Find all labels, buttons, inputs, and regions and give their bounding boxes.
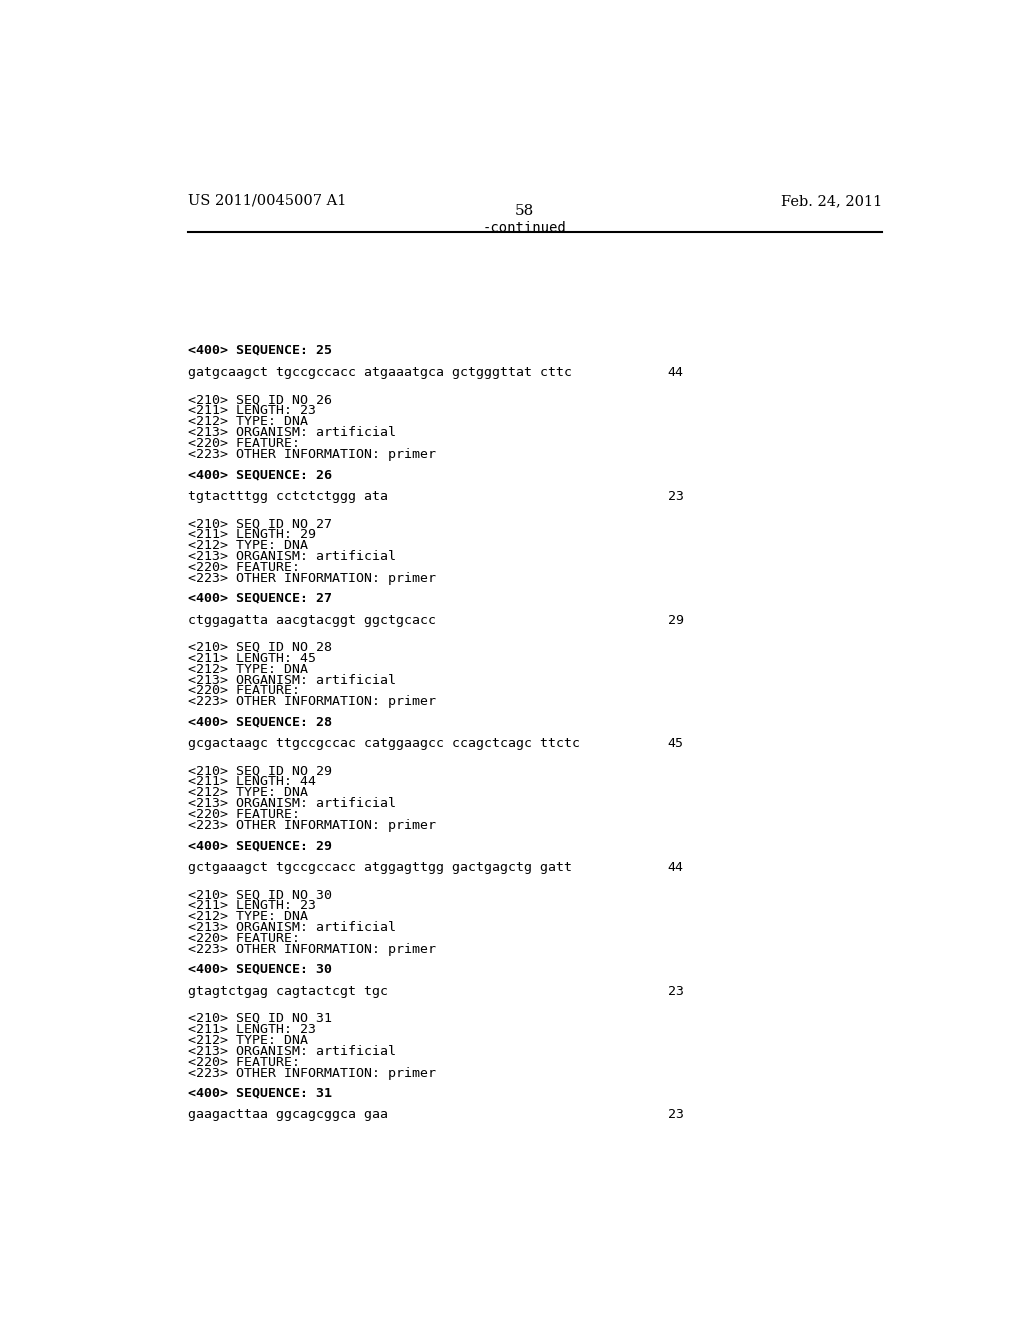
Text: <212> TYPE: DNA: <212> TYPE: DNA <box>187 787 307 800</box>
Text: ctggagatta aacgtacggt ggctgcacc: ctggagatta aacgtacggt ggctgcacc <box>187 614 435 627</box>
Text: <223> OTHER INFORMATION: primer: <223> OTHER INFORMATION: primer <box>187 942 435 956</box>
Text: gtagtctgag cagtactcgt tgc: gtagtctgag cagtactcgt tgc <box>187 985 387 998</box>
Text: <210> SEQ ID NO 31: <210> SEQ ID NO 31 <box>187 1012 332 1026</box>
Text: <220> FEATURE:: <220> FEATURE: <box>187 437 299 450</box>
Text: <212> TYPE: DNA: <212> TYPE: DNA <box>187 663 307 676</box>
Text: <211> LENGTH: 29: <211> LENGTH: 29 <box>187 528 315 541</box>
Text: 45: 45 <box>668 738 684 750</box>
Text: <400> SEQUENCE: 29: <400> SEQUENCE: 29 <box>187 840 332 853</box>
Text: gaagacttaa ggcagcggca gaa: gaagacttaa ggcagcggca gaa <box>187 1109 387 1122</box>
Text: <210> SEQ ID NO 30: <210> SEQ ID NO 30 <box>187 888 332 902</box>
Text: <400> SEQUENCE: 27: <400> SEQUENCE: 27 <box>187 591 332 605</box>
Text: <220> FEATURE:: <220> FEATURE: <box>187 932 299 945</box>
Text: <210> SEQ ID NO 27: <210> SEQ ID NO 27 <box>187 517 332 531</box>
Text: <213> ORGANISM: artificial: <213> ORGANISM: artificial <box>187 550 395 562</box>
Text: 44: 44 <box>668 861 684 874</box>
Text: -continued: -continued <box>483 222 566 235</box>
Text: <211> LENGTH: 23: <211> LENGTH: 23 <box>187 404 315 417</box>
Text: <223> OTHER INFORMATION: primer: <223> OTHER INFORMATION: primer <box>187 1067 435 1080</box>
Text: <212> TYPE: DNA: <212> TYPE: DNA <box>187 909 307 923</box>
Text: <211> LENGTH: 45: <211> LENGTH: 45 <box>187 652 315 665</box>
Text: 23: 23 <box>668 985 684 998</box>
Text: <220> FEATURE:: <220> FEATURE: <box>187 561 299 574</box>
Text: <211> LENGTH: 44: <211> LENGTH: 44 <box>187 775 315 788</box>
Text: gatgcaagct tgccgccacc atgaaatgca gctgggttat cttc: gatgcaagct tgccgccacc atgaaatgca gctgggt… <box>187 366 571 379</box>
Text: <213> ORGANISM: artificial: <213> ORGANISM: artificial <box>187 921 395 935</box>
Text: <220> FEATURE:: <220> FEATURE: <box>187 808 299 821</box>
Text: tgtactttgg cctctctggg ata: tgtactttgg cctctctggg ata <box>187 490 387 503</box>
Text: <212> TYPE: DNA: <212> TYPE: DNA <box>187 1034 307 1047</box>
Text: 44: 44 <box>668 366 684 379</box>
Text: Feb. 24, 2011: Feb. 24, 2011 <box>780 194 882 209</box>
Text: 23: 23 <box>668 490 684 503</box>
Text: <211> LENGTH: 23: <211> LENGTH: 23 <box>187 899 315 912</box>
Text: <220> FEATURE:: <220> FEATURE: <box>187 1056 299 1069</box>
Text: <210> SEQ ID NO 28: <210> SEQ ID NO 28 <box>187 640 332 653</box>
Text: <400> SEQUENCE: 30: <400> SEQUENCE: 30 <box>187 962 332 975</box>
Text: <223> OTHER INFORMATION: primer: <223> OTHER INFORMATION: primer <box>187 696 435 709</box>
Text: <210> SEQ ID NO 26: <210> SEQ ID NO 26 <box>187 393 332 407</box>
Text: gctgaaagct tgccgccacc atggagttgg gactgagctg gatt: gctgaaagct tgccgccacc atggagttgg gactgag… <box>187 861 571 874</box>
Text: US 2011/0045007 A1: US 2011/0045007 A1 <box>187 194 346 209</box>
Text: 29: 29 <box>668 614 684 627</box>
Text: gcgactaagc ttgccgccac catggaagcc ccagctcagc ttctc: gcgactaagc ttgccgccac catggaagcc ccagctc… <box>187 738 580 750</box>
Text: <400> SEQUENCE: 31: <400> SEQUENCE: 31 <box>187 1086 332 1100</box>
Text: <223> OTHER INFORMATION: primer: <223> OTHER INFORMATION: primer <box>187 572 435 585</box>
Text: <400> SEQUENCE: 26: <400> SEQUENCE: 26 <box>187 469 332 480</box>
Text: <400> SEQUENCE: 28: <400> SEQUENCE: 28 <box>187 715 332 729</box>
Text: <223> OTHER INFORMATION: primer: <223> OTHER INFORMATION: primer <box>187 820 435 832</box>
Text: <212> TYPE: DNA: <212> TYPE: DNA <box>187 416 307 428</box>
Text: 23: 23 <box>668 1109 684 1122</box>
Text: <223> OTHER INFORMATION: primer: <223> OTHER INFORMATION: primer <box>187 447 435 461</box>
Text: <213> ORGANISM: artificial: <213> ORGANISM: artificial <box>187 797 395 810</box>
Text: 58: 58 <box>515 205 535 218</box>
Text: <210> SEQ ID NO 29: <210> SEQ ID NO 29 <box>187 764 332 777</box>
Text: <213> ORGANISM: artificial: <213> ORGANISM: artificial <box>187 1044 395 1057</box>
Text: <220> FEATURE:: <220> FEATURE: <box>187 685 299 697</box>
Text: <400> SEQUENCE: 25: <400> SEQUENCE: 25 <box>187 343 332 356</box>
Text: <212> TYPE: DNA: <212> TYPE: DNA <box>187 539 307 552</box>
Text: <211> LENGTH: 23: <211> LENGTH: 23 <box>187 1023 315 1036</box>
Text: <213> ORGANISM: artificial: <213> ORGANISM: artificial <box>187 673 395 686</box>
Text: <213> ORGANISM: artificial: <213> ORGANISM: artificial <box>187 426 395 440</box>
